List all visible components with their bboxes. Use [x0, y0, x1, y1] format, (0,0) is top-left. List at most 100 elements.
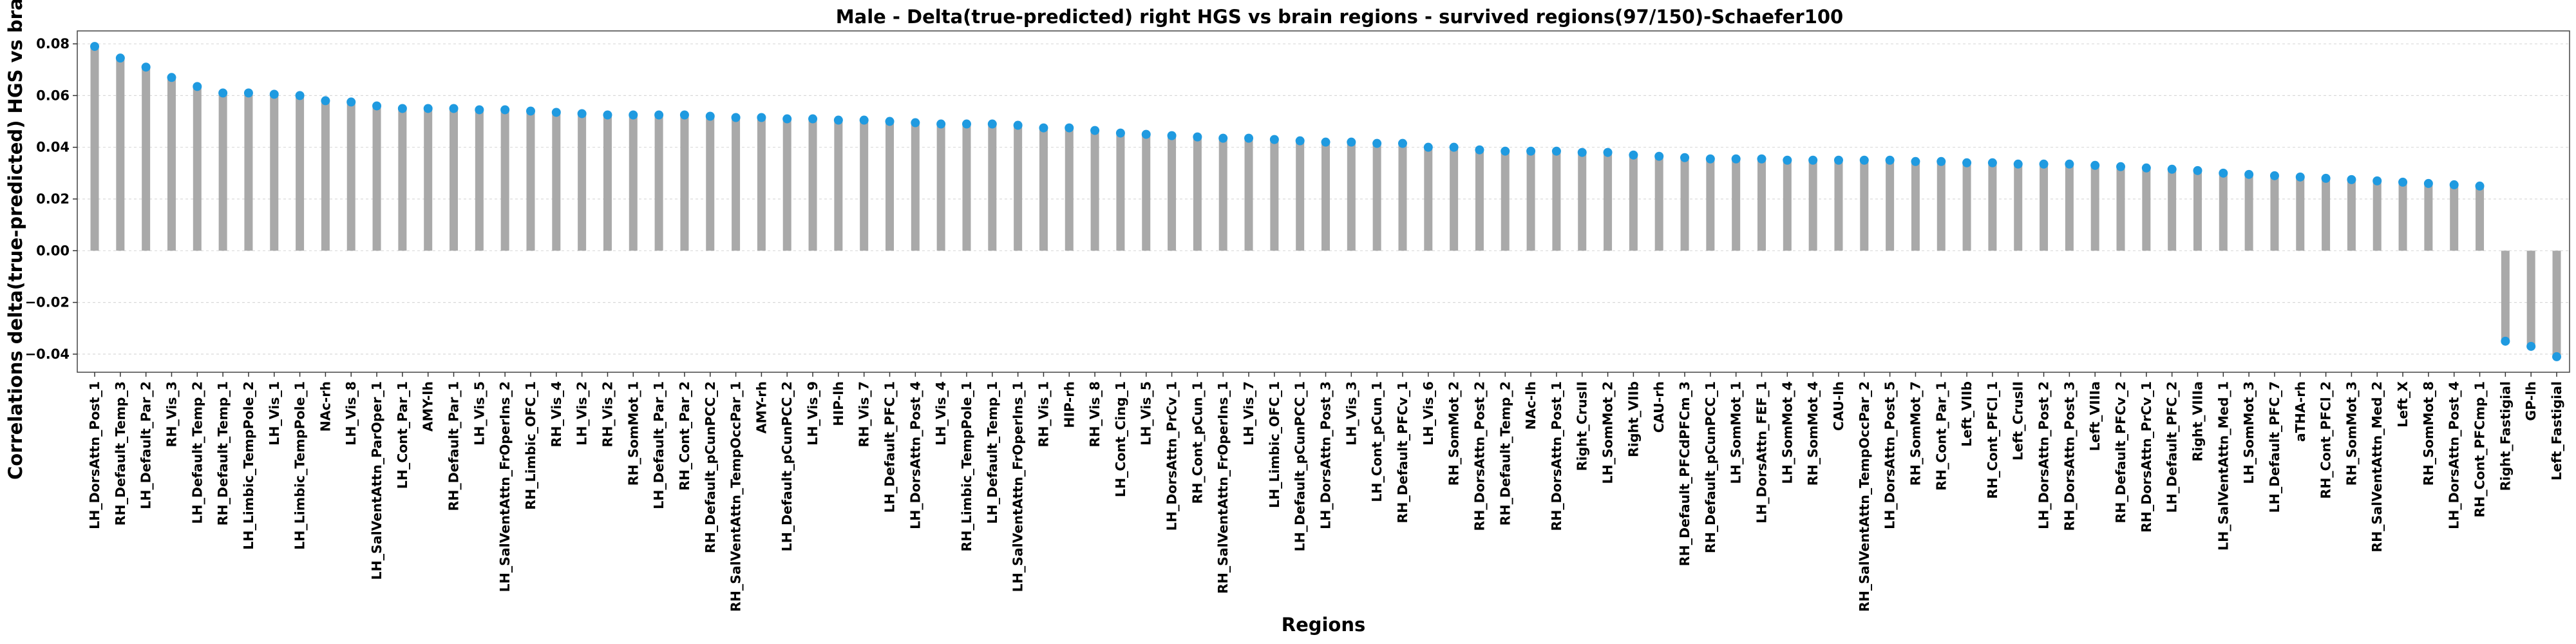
x-tick-label: LH_Limbic_TempPole_2: [241, 381, 256, 550]
data-point: [2526, 341, 2536, 351]
data-point: [2501, 336, 2510, 346]
bar: [1270, 139, 1279, 251]
x-tick-label: LH_SomMot_1: [1728, 381, 1744, 484]
x-tick-label: LH_Default_Temp_2: [189, 381, 205, 524]
bar: [1090, 130, 1099, 251]
data-point: [1833, 155, 1843, 165]
data-point: [1757, 154, 1766, 164]
data-point: [1526, 146, 1536, 156]
data-point: [1911, 156, 1920, 166]
bar: [1321, 142, 1330, 251]
data-point: [1937, 156, 1946, 166]
x-tick-label: HIP-lh: [831, 381, 846, 426]
x-tick-label: LH_Limbic_OFC_1: [1267, 381, 1282, 508]
x-tick-label: Left_VIIb: [1959, 381, 1975, 447]
x-tick-label: RH_SomMot_1: [625, 381, 641, 486]
data-point: [141, 62, 151, 72]
bar: [1424, 147, 1433, 251]
data-point: [654, 110, 664, 120]
x-tick-label: RH_Default_PFCv_2: [2113, 381, 2128, 524]
bar: [732, 117, 741, 251]
bar: [2552, 251, 2561, 357]
data-point: [1090, 126, 1100, 135]
bar: [654, 115, 663, 251]
bar: [2347, 179, 2356, 251]
data-point: [1577, 147, 1587, 157]
x-tick-label: LH_SalVentAttn_Med_1: [2215, 381, 2231, 551]
data-point: [2347, 175, 2356, 184]
x-tick-label: RH_DorsAttn_Post_1: [1549, 381, 1564, 531]
bar: [1706, 158, 1715, 251]
data-point: [2475, 181, 2485, 191]
data-point: [1603, 147, 1613, 157]
plot-frame: [77, 30, 2570, 373]
y-tick-label: 0.00: [36, 243, 70, 258]
bar: [1937, 161, 1946, 251]
data-point: [1347, 137, 1356, 147]
data-point: [295, 91, 305, 100]
data-point: [1705, 154, 1715, 164]
bar: [1142, 134, 1151, 251]
x-tick-label: LH_Default_PFC_7: [2267, 381, 2282, 513]
bar: [1578, 152, 1587, 251]
x-tick-label: RH_Vis_7: [857, 381, 872, 447]
data-point: [243, 88, 253, 98]
bar: [1911, 161, 1920, 251]
bar: [988, 124, 997, 251]
bar: [962, 124, 971, 251]
bar: [706, 116, 715, 251]
data-point: [2449, 180, 2459, 189]
bar: [2193, 170, 2202, 251]
bar: [782, 118, 791, 251]
data-point: [551, 108, 561, 117]
x-tick-label: Left_X: [2395, 381, 2410, 428]
bar: [2372, 180, 2382, 251]
markers: [90, 42, 2561, 361]
bar: [1168, 135, 1177, 251]
x-tick-label: LH_Vis_8: [343, 381, 359, 446]
x-tick-label: aTHA-rh: [2293, 381, 2308, 442]
bar: [270, 94, 279, 251]
bar: [2526, 251, 2535, 346]
bar: [552, 112, 561, 251]
data-point: [1987, 158, 1997, 167]
x-tick-label: LH_SomMot_3: [2241, 381, 2257, 484]
data-point: [2321, 173, 2331, 183]
data-point: [1065, 123, 1074, 133]
x-tick-label: Right_Fastigial: [2497, 381, 2513, 491]
data-point: [1218, 133, 1228, 143]
data-point: [629, 110, 638, 120]
data-point: [449, 104, 459, 113]
data-point: [2141, 163, 2151, 173]
data-point: [782, 114, 792, 124]
x-tick-label: LH_Default_PFC_1: [882, 381, 898, 513]
bar: [1501, 151, 1510, 251]
data-point: [1039, 123, 1048, 133]
x-tick-label: RH_Cont_PFCmp_1: [2472, 381, 2488, 518]
bar: [2424, 183, 2433, 251]
x-tick-label: RH_Default_Temp_2: [1497, 381, 1513, 526]
bar: [398, 108, 407, 251]
data-point: [1654, 151, 1664, 161]
x-tick-label: Right_VIIIa: [2190, 381, 2205, 462]
data-point: [2039, 159, 2049, 169]
data-point: [423, 104, 433, 113]
data-point: [2295, 172, 2305, 182]
data-point: [2269, 171, 2279, 180]
x-tick-label: LH_Default_PFC_2: [2164, 381, 2180, 513]
data-point: [1372, 138, 1382, 148]
data-point: [475, 105, 484, 115]
bar: [2476, 185, 2485, 251]
bar: [1808, 160, 1817, 251]
data-point: [1551, 146, 1561, 156]
data-point: [2013, 159, 2023, 169]
x-tick-label: RH_Default_Temp_3: [113, 381, 128, 526]
x-tick-label: RH_DorsAttn_Post_3: [2061, 381, 2077, 531]
bar: [2296, 176, 2305, 251]
data-point: [2423, 178, 2433, 188]
data-point: [1115, 128, 1125, 138]
data-point: [603, 110, 612, 120]
bar: [142, 67, 151, 251]
x-tick-label: LH_Default_pCunPCC_1: [1293, 381, 1308, 551]
x-axis-label: Regions: [1282, 614, 1366, 636]
